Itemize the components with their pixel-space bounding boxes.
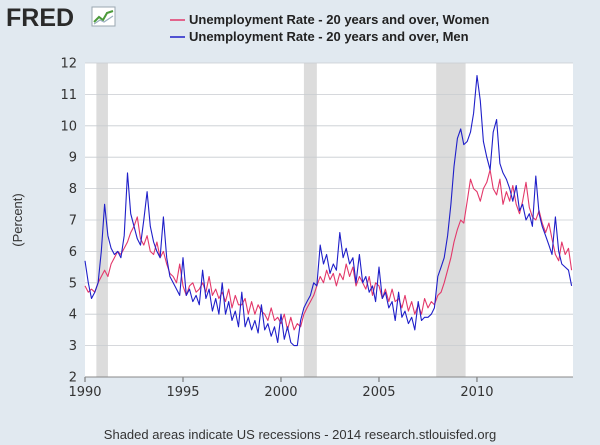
series-line-men — [84, 75, 573, 347]
y-tick-label-8: 8 — [69, 182, 77, 197]
series-lines — [84, 75, 573, 347]
x-axis-ticks: 1990 1995 2000 2005 2010 — [68, 376, 573, 400]
legend-label-men: Unemployment Rate - 20 years and over, M… — [189, 29, 469, 44]
y-axis-ticks: 2 3 4 5 6 7 8 9 10 11 12 — [60, 57, 77, 386]
x-tick-label-2000: 2000 — [264, 385, 297, 400]
fred-logo-text: FRED — [6, 4, 74, 32]
series-line-women — [84, 169, 573, 331]
y-tick-label-12: 12 — [60, 57, 77, 72]
legend: Unemployment Rate - 20 years and over, W… — [170, 12, 489, 44]
y-tick-label-7: 7 — [69, 214, 77, 229]
x-tick-label-1995: 1995 — [166, 385, 199, 400]
y-tick-label-9: 9 — [69, 151, 77, 166]
trend-chart-icon — [91, 6, 116, 27]
legend-item-women: Unemployment Rate - 20 years and over, W… — [170, 12, 489, 27]
y-axis-label: (Percent) — [10, 193, 25, 246]
fred-logo[interactable]: FRED — [6, 4, 116, 32]
x-tick-label-2005: 2005 — [362, 385, 395, 400]
legend-label-women: Unemployment Rate - 20 years and over, W… — [189, 12, 489, 27]
y-tick-label-10: 10 — [60, 119, 77, 134]
y-tick-label-2: 2 — [69, 371, 77, 386]
recession-footnote: Shaded areas indicate US recessions - 20… — [104, 427, 496, 442]
y-tick-label-4: 4 — [69, 308, 77, 323]
y-tick-label-11: 11 — [60, 88, 77, 103]
y-tick-label-6: 6 — [69, 245, 77, 260]
legend-item-men: Unemployment Rate - 20 years and over, M… — [170, 29, 469, 44]
y-tick-label-3: 3 — [69, 339, 77, 354]
y-tick-label-5: 5 — [69, 276, 77, 291]
x-tick-label-2010: 2010 — [460, 385, 493, 400]
x-tick-label-1990: 1990 — [68, 385, 101, 400]
